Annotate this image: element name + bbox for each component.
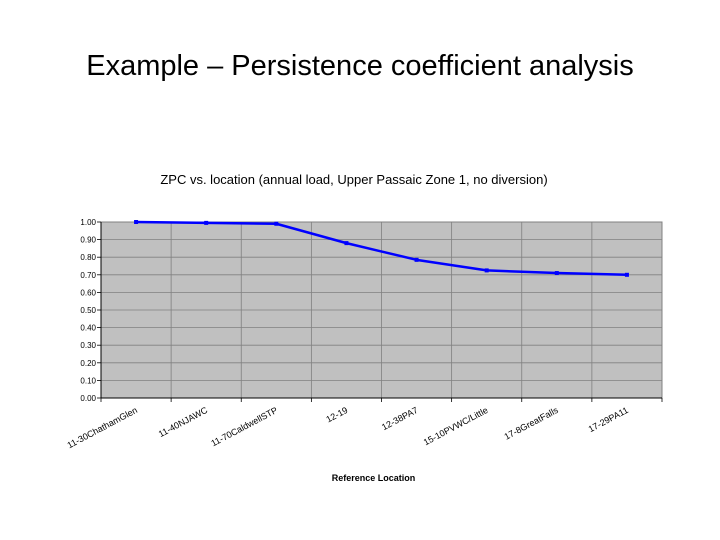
data-point — [624, 272, 629, 277]
x-tick-label: 11-30ChathamGlen — [66, 405, 139, 450]
x-tick-label: 11-70CaldwellSTP — [209, 405, 279, 449]
y-tick-label: 0.10 — [80, 376, 96, 385]
x-tick-label: 12-38PA7 — [380, 405, 419, 432]
y-tick-label: 0.50 — [80, 306, 96, 315]
y-tick-label: 0.30 — [80, 341, 96, 350]
x-tick-label: 15-10PVWC/Little — [422, 405, 490, 447]
y-tick-label: 0.60 — [80, 288, 96, 297]
x-tick-label: 11-40NJAWC — [157, 405, 210, 439]
data-point — [554, 271, 559, 276]
y-tick-label: 0.70 — [80, 271, 96, 280]
x-tick-label: 17-8GreatFalls — [502, 405, 560, 442]
x-tick-label: 12-19 — [324, 405, 349, 425]
data-point — [344, 241, 349, 246]
data-point — [484, 268, 489, 273]
y-tick-label: 0.00 — [80, 394, 96, 403]
data-point — [204, 220, 209, 225]
x-tick-label: 17-29PA11 — [587, 405, 630, 434]
x-axis-label: Reference Location — [332, 473, 416, 483]
y-tick-label: 1.00 — [80, 218, 96, 227]
data-point — [414, 257, 419, 262]
data-point — [274, 221, 279, 226]
data-point — [134, 220, 139, 224]
y-tick-label: 0.20 — [80, 359, 96, 368]
y-tick-label: 0.40 — [80, 324, 96, 333]
series-line — [136, 220, 627, 277]
y-tick-label: 0.80 — [80, 253, 96, 262]
chart-title: ZPC vs. location (annual load, Upper Pas… — [160, 172, 548, 187]
y-tick-label: 0.90 — [80, 236, 96, 245]
slide-title: Example – Persistence coefficient analys… — [86, 50, 634, 82]
